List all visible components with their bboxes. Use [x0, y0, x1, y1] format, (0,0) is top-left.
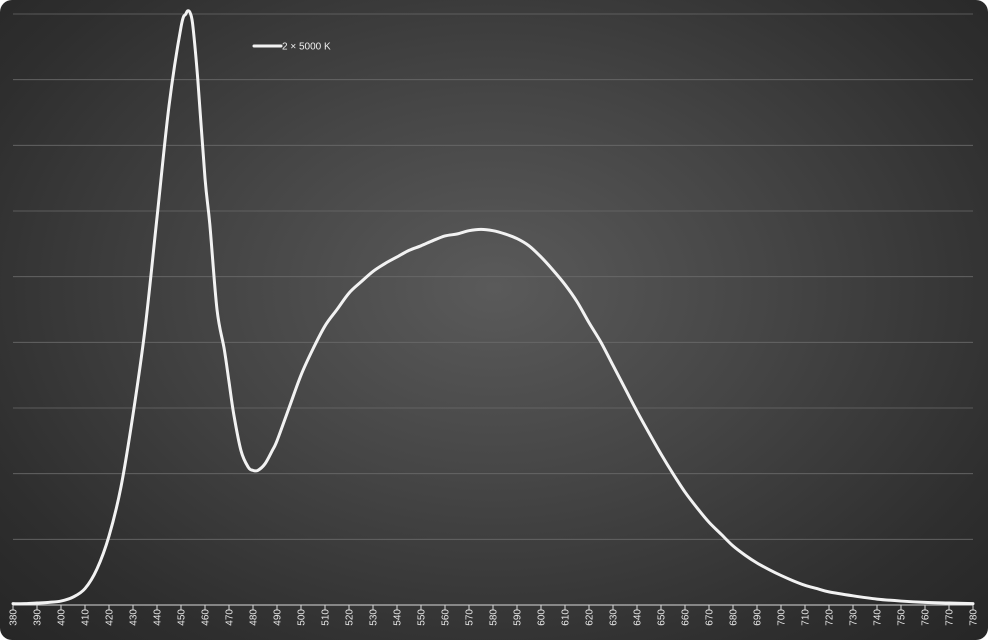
- x-tick-label: 450: [177, 609, 188, 626]
- x-tick-label: 430: [129, 609, 140, 626]
- x-tick-label: 640: [633, 609, 644, 626]
- x-tick-label: 490: [273, 609, 284, 626]
- x-tick-label: 780: [969, 609, 980, 626]
- x-tick-label: 660: [681, 609, 692, 626]
- x-tick-label: 770: [945, 609, 956, 626]
- x-tick-label: 500: [297, 609, 308, 626]
- x-tick-label: 750: [897, 609, 908, 626]
- x-tick-label: 730: [849, 609, 860, 626]
- x-tick-label: 410: [81, 609, 92, 626]
- x-tick-label: 650: [657, 609, 668, 626]
- x-tick-label: 510: [321, 609, 332, 626]
- grid-layer: [13, 13, 973, 540]
- x-tick-label: 760: [921, 609, 932, 626]
- series-layer: [11, 9, 975, 606]
- x-tick-label: 600: [537, 609, 548, 626]
- x-tick-label: 690: [753, 609, 764, 626]
- x-tick-label: 620: [585, 609, 596, 626]
- x-tick-label: 390: [33, 609, 44, 626]
- x-tick-label: 520: [345, 609, 356, 626]
- x-tick-label: 400: [57, 609, 68, 626]
- x-tick-label: 630: [609, 609, 620, 626]
- x-tick-label: 740: [873, 609, 884, 626]
- x-tick-label: 610: [561, 609, 572, 626]
- x-tick-label: 380: [9, 609, 20, 626]
- legend-label: 2 × 5000 K: [282, 42, 331, 53]
- x-tick-label: 560: [441, 609, 452, 626]
- x-tick-label: 460: [201, 609, 212, 626]
- legend: 2 × 5000 K: [252, 42, 331, 53]
- x-tick-label: 580: [489, 609, 500, 626]
- x-tick-label: 700: [777, 609, 788, 626]
- x-tick-label: 530: [369, 609, 380, 626]
- x-tick-label: 440: [153, 609, 164, 626]
- x-tick-label: 720: [825, 609, 836, 626]
- x-tick-label: 470: [225, 609, 236, 626]
- x-tick-label: 480: [249, 609, 260, 626]
- x-tick-label: 680: [729, 609, 740, 626]
- x-tick-label: 670: [705, 609, 716, 626]
- series-line: [11, 9, 975, 606]
- x-tick-label: 590: [513, 609, 524, 626]
- x-tick-label: 420: [105, 609, 116, 626]
- x-tick-label: 710: [801, 609, 812, 626]
- x-tick-label: 550: [417, 609, 428, 626]
- x-tick-label: 540: [393, 609, 404, 626]
- x-axis: 380 390 400 410 420 430 440 450 460 470 480 490 500 5…: [9, 604, 980, 626]
- x-tick-label: 570: [465, 609, 476, 626]
